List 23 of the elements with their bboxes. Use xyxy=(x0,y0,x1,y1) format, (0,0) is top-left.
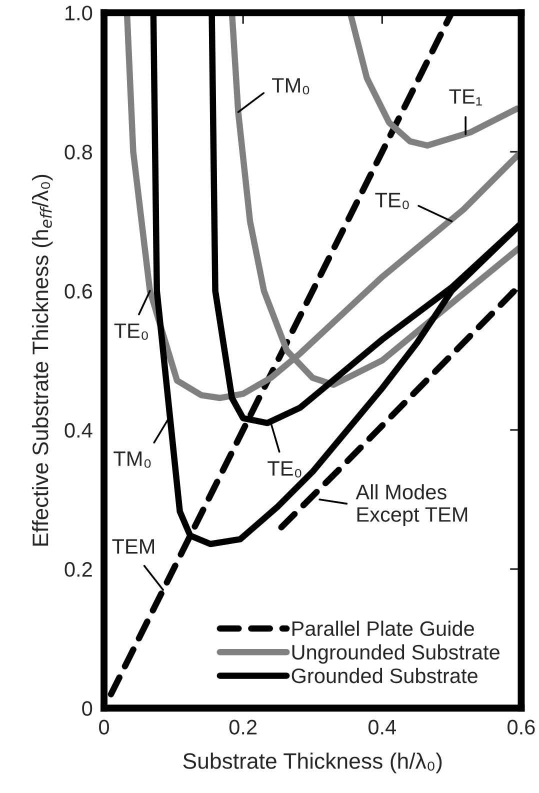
annotation: TE₀ xyxy=(375,192,409,210)
y-tick-label: 0.8 xyxy=(64,144,92,160)
y-tick-label: 0.2 xyxy=(64,562,92,577)
legend-label: Parallel Plate Guide xyxy=(292,620,474,636)
x-tick-label: 0.6 xyxy=(508,720,535,735)
x-axis-title: Substrate Thickness (h/λ₀) xyxy=(183,752,442,774)
annotation: TM₀ xyxy=(272,78,310,94)
annotation: TE₀ xyxy=(268,461,302,478)
y-tick-label: 1.0 xyxy=(66,6,92,20)
y-tick-label: 0.6 xyxy=(64,284,92,299)
annotation: TM₀ xyxy=(114,452,151,468)
legend-label: Ungrounded Substrate xyxy=(292,644,500,664)
annotation: TEM xyxy=(112,539,154,554)
x-tick-label: 0.4 xyxy=(368,720,396,735)
x-tick-label: 0 xyxy=(99,720,110,735)
annotation: TE₀ xyxy=(114,324,148,340)
y-axis-title: Effective Substrate Thickness (h$_{eff}$/λ₀) xyxy=(32,174,53,546)
annotation: All Modes Except TEM xyxy=(356,484,468,526)
y-tick-label: 0.4 xyxy=(64,422,92,438)
annotation: TE₁ xyxy=(449,89,482,106)
legend-label: Grounded Substrate xyxy=(292,668,478,684)
y-tick-label: 0 xyxy=(82,701,92,716)
x-tick-label: 0.2 xyxy=(229,720,257,735)
